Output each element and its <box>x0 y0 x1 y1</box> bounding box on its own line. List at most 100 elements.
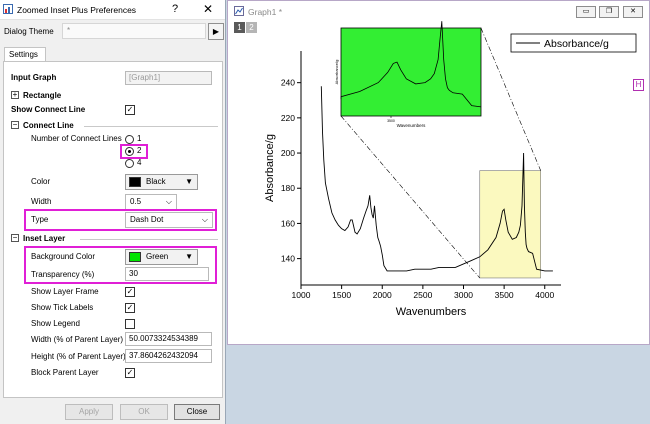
width-value: 0.5 <box>130 197 142 206</box>
x-tick-label: 4000 <box>535 290 554 300</box>
app-icon <box>3 4 13 14</box>
dialog-theme-label: Dialog Theme <box>4 27 54 36</box>
radio-1-label: 1 <box>137 134 142 143</box>
layer-tab-1[interactable]: 1 <box>234 22 245 33</box>
show-connect-line-label: Show Connect Line <box>11 105 86 114</box>
chevron-down-icon: ⌵ <box>165 197 172 206</box>
show-layer-frame-label: Show Layer Frame <box>31 287 99 296</box>
legend-box <box>510 33 637 53</box>
connect-line-divider <box>84 126 218 127</box>
input-graph-field[interactable]: [Graph1] <box>125 71 212 85</box>
inset-layer-divider <box>80 239 218 240</box>
color-swatch <box>129 177 141 187</box>
transparency-label: Transparency (%) <box>31 270 95 279</box>
preferences-dialog: Zoomed Inset Plus Preferences ? ✕ Dialog… <box>0 0 226 424</box>
width-pct-row: Width (% of Parent Layer) 50.00733245343… <box>4 332 222 348</box>
bg-color-label: Background Color <box>31 252 96 261</box>
close-button[interactable]: Close <box>174 404 220 420</box>
bg-color-row: Background Color Green ▼ <box>4 249 222 265</box>
y-tick-label: 180 <box>281 183 295 193</box>
radio-4[interactable] <box>125 159 134 168</box>
width-pct-label: Width (% of Parent Layer) <box>31 335 124 344</box>
rectangle-row[interactable]: + Rectangle <box>4 88 222 104</box>
radio-1[interactable] <box>125 135 134 144</box>
width-label: Width <box>31 197 52 206</box>
dialog-theme-combo[interactable]: * <box>62 23 206 39</box>
show-layer-frame-row: Show Layer Frame ✓ <box>4 284 222 300</box>
restore-icon[interactable]: ❐ <box>599 6 619 18</box>
rectangle-label: Rectangle <box>23 91 62 100</box>
radio-2[interactable] <box>125 147 134 156</box>
graph-titlebar: Graph1 * ▭ ❐ ✕ <box>228 1 649 21</box>
type-combo[interactable]: Dash Dot ⌵ <box>125 212 213 228</box>
h-marker[interactable]: H <box>633 79 644 91</box>
x-tick-label: 1000 <box>292 290 311 300</box>
num-connect-lines-label: Number of Connect Lines <box>31 134 122 143</box>
graph-canvas: 1 2 H 1000 1500 2000 2500 3000 3500 4000 140 160… <box>233 21 646 341</box>
radio-2-highlight <box>120 144 148 159</box>
settings-panel: Input Graph [Graph1] + Rectangle Show Co… <box>3 61 223 398</box>
close-icon[interactable]: ✕ <box>623 6 643 18</box>
zoom-region-rect <box>479 170 541 279</box>
transparency-row: Transparency (%) 30 <box>4 267 222 283</box>
height-pct-row: Height (% of Parent Layer) 37.8604262432… <box>4 349 222 365</box>
apply-button[interactable]: Apply <box>65 404 113 420</box>
height-pct-label: Height (% of Parent Layer) <box>31 352 126 361</box>
close-icon[interactable]: ✕ <box>203 2 214 16</box>
show-layer-frame-checkbox[interactable]: ✓ <box>125 287 135 297</box>
dialog-titlebar: Zoomed Inset Plus Preferences ? ✕ <box>0 0 225 20</box>
chevron-down-icon: ▼ <box>185 177 193 186</box>
x-tick-label: 2500 <box>413 290 432 300</box>
width-combo[interactable]: 0.5 ⌵ <box>125 194 177 210</box>
show-legend-label: Show Legend <box>31 319 80 328</box>
show-legend-checkbox[interactable] <box>125 319 135 329</box>
ok-button[interactable]: OK <box>120 404 168 420</box>
height-pct-field[interactable]: 37.8604262432094 <box>125 349 212 363</box>
transparency-field[interactable]: 30 <box>125 267 209 281</box>
bg-color-combo[interactable]: Green ▼ <box>125 249 198 265</box>
collapse-minus-icon[interactable]: − <box>11 233 19 242</box>
expand-plus-icon[interactable]: + <box>11 90 19 99</box>
spectrum-line <box>320 86 553 272</box>
x-axis-label: Wavenumbers <box>396 306 467 318</box>
connect-line-header[interactable]: − Connect Line <box>4 118 222 134</box>
x-tick-label: 3500 <box>495 290 514 300</box>
color-label: Color <box>31 177 51 186</box>
color-value: Black <box>146 177 166 186</box>
inset-y-axis-label: Absorbance/g <box>334 60 339 85</box>
inset-x-tick-label: 3500 <box>387 119 395 123</box>
y-tick-label: 240 <box>281 78 295 88</box>
dialog-title: Zoomed Inset Plus Preferences <box>17 5 137 15</box>
radio-4-row: 4 <box>4 155 222 171</box>
width-row: Width 0.5 ⌵ <box>4 194 222 210</box>
inset-layer-header[interactable]: − Inset Layer <box>4 231 222 247</box>
show-tick-labels-checkbox[interactable]: ✓ <box>125 303 135 313</box>
graph-window: Graph1 * ▭ ❐ ✕ 1 2 H 1000 1500 2000 2500 300… <box>227 0 650 345</box>
type-label: Type <box>31 215 49 224</box>
y-tick-label: 160 <box>281 218 295 228</box>
inset-background <box>340 27 482 117</box>
spectrum-chart: 1000 1500 2000 2500 3000 3500 4000 140 160 180 200… <box>264 21 637 318</box>
input-graph-row: Input Graph [Graph1] <box>4 70 222 86</box>
collapse-minus-icon[interactable]: − <box>11 120 19 129</box>
layer-tab-2[interactable]: 2 <box>246 22 257 33</box>
width-pct-field[interactable]: 50.0073324534389 <box>125 332 212 346</box>
type-value: Dash Dot <box>130 215 164 224</box>
color-combo[interactable]: Black ▼ <box>125 174 198 190</box>
tab-settings[interactable]: Settings <box>4 47 46 62</box>
legend-label: Absorbance/g <box>544 38 609 50</box>
x-tick-label: 2000 <box>373 290 392 300</box>
block-parent-checkbox[interactable]: ✓ <box>125 368 135 378</box>
block-parent-label: Block Parent Layer <box>31 368 99 377</box>
show-connect-line-checkbox[interactable]: ✓ <box>125 105 135 115</box>
x-tick-label: 1500 <box>332 290 351 300</box>
theme-arrow-button[interactable]: ▶ <box>208 23 224 40</box>
minimize-icon[interactable]: ▭ <box>576 6 596 18</box>
y-tick-label: 220 <box>281 113 295 123</box>
help-button[interactable]: ? <box>172 3 179 15</box>
chevron-down-icon: ⌵ <box>201 215 208 224</box>
input-graph-label: Input Graph <box>11 73 57 82</box>
chevron-down-icon: ▼ <box>185 252 193 261</box>
main-plot: 1000 1500 2000 2500 3000 3500 4000 140 160 180 200… <box>264 21 637 318</box>
inset-bg-highlight <box>24 246 217 284</box>
